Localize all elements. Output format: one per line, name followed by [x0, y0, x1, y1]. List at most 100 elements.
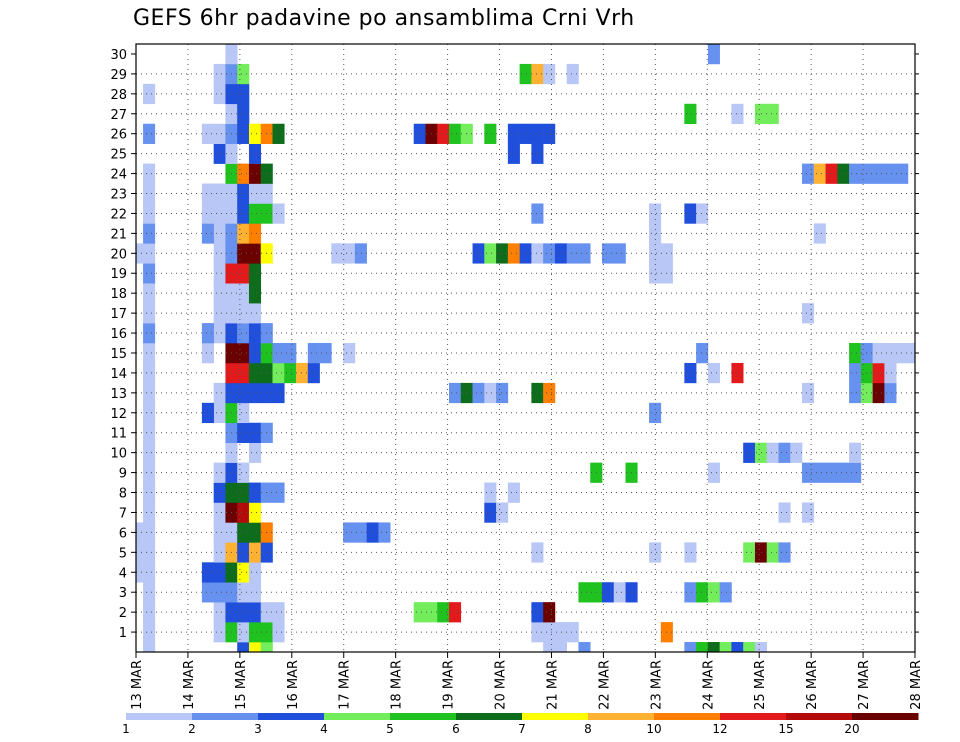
colorbar-label: 2: [188, 722, 196, 736]
heatmap-cell: [554, 243, 567, 264]
heatmap-cell: [849, 163, 862, 184]
heatmap-cell: [754, 442, 768, 463]
colorbar-segment: [852, 713, 919, 720]
heatmap-cell: [237, 203, 250, 224]
heatmap-cell: [684, 582, 697, 603]
x-tick-label: 18 MAR: [390, 660, 405, 710]
heatmap-cell: [896, 343, 909, 364]
x-tick-label: 28 MAR: [909, 660, 924, 710]
heatmap-cell: [872, 382, 885, 404]
heatmap-cell: [237, 283, 250, 304]
colorbar-label: 1: [122, 722, 130, 736]
heatmap-cell: [143, 283, 156, 304]
colorbar-segment: [390, 713, 457, 720]
heatmap-cell: [248, 642, 262, 653]
heatmap-cell: [248, 343, 262, 364]
heatmap-cell: [237, 183, 250, 204]
heatmap-cell: [531, 382, 544, 404]
heatmap-cell: [531, 123, 544, 144]
heatmap-cell: [136, 542, 144, 563]
heatmap-cell: [213, 622, 226, 643]
heatmap-cell: [237, 502, 250, 523]
heatmap-cell: [684, 103, 697, 125]
heatmap-cell: [354, 522, 367, 543]
heatmap-cell: [143, 602, 156, 623]
heatmap-cell: [143, 203, 156, 224]
heatmap-cell: [237, 382, 250, 404]
heatmap-cell: [143, 582, 156, 603]
colorbar-label: 5: [386, 722, 394, 736]
heatmap-cell: [136, 243, 144, 264]
heatmap-cell: [213, 203, 226, 224]
x-tick-label: 22 MAR: [597, 660, 612, 710]
heatmap-cell: [272, 123, 285, 144]
heatmap-cell: [884, 343, 897, 364]
heatmap-cell: [272, 622, 285, 643]
heatmap-cell: [331, 243, 344, 264]
heatmap-cell: [531, 622, 544, 643]
heatmap-cell: [213, 183, 226, 204]
heatmap-cell: [484, 382, 497, 404]
heatmap-cell: [802, 382, 815, 404]
heatmap-cell: [696, 582, 709, 603]
y-tick-label: 18: [110, 287, 127, 302]
heatmap-cell: [237, 123, 250, 144]
heatmap-cell: [849, 462, 862, 483]
y-tick-label: 4: [119, 566, 127, 581]
heatmap-cell: [731, 362, 744, 384]
heatmap-cell: [248, 622, 262, 643]
x-tick-label: 15 MAR: [234, 660, 249, 710]
heatmap-cell: [237, 402, 250, 424]
heatmap-cell: [143, 163, 156, 184]
heatmap-cell: [213, 63, 226, 85]
heatmap-cell: [437, 602, 450, 623]
heatmap-cell: [248, 362, 262, 384]
heatmap-cell: [343, 243, 356, 264]
heatmap-cell: [136, 562, 144, 583]
heatmap-cell: [496, 502, 509, 523]
heatmap-cell: [707, 582, 720, 603]
heatmap-cell: [237, 323, 250, 344]
heatmap-cell: [284, 343, 297, 364]
heatmap-cell: [237, 562, 250, 583]
heatmap-cell: [213, 303, 226, 324]
heatmap-cell: [272, 482, 285, 503]
heatmap-cell: [248, 123, 262, 144]
heatmap-cell: [543, 382, 556, 404]
heatmap-cell: [143, 402, 156, 424]
colorbar-label: 8: [584, 722, 592, 736]
heatmap-cell: [213, 502, 226, 523]
heatmap-cell: [437, 123, 450, 144]
heatmap-cell: [143, 522, 156, 543]
heatmap-cell: [237, 522, 250, 543]
heatmap-cell: [649, 203, 662, 224]
heatmap-cell: [248, 203, 262, 224]
y-tick-label: 22: [110, 207, 127, 222]
colorbar-label: 4: [320, 722, 328, 736]
heatmap-cell: [307, 343, 320, 364]
heatmap-cell: [649, 402, 662, 424]
heatmap-cell: [248, 303, 262, 324]
heatmap-cell: [143, 223, 156, 244]
heatmap-cell: [496, 382, 509, 404]
heatmap-cell: [237, 482, 250, 503]
y-tick-label: 7: [119, 506, 127, 521]
heatmap-cell: [237, 343, 250, 364]
y-tick-label: 28: [110, 88, 127, 103]
heatmap-cell: [543, 622, 556, 643]
heatmap-cell: [531, 542, 544, 563]
heatmap-cell: [248, 482, 262, 503]
x-tick-label: 26 MAR: [805, 660, 820, 710]
heatmap-cell: [237, 582, 250, 603]
heatmap-cell: [143, 642, 156, 653]
heatmap-cell: [272, 602, 285, 623]
heatmap-cell: [143, 542, 156, 563]
x-tick-label: 27 MAR: [857, 660, 872, 710]
heatmap-cell: [213, 482, 226, 503]
heatmap-cell: [248, 183, 262, 204]
y-tick-label: 20: [110, 247, 127, 262]
x-tick-label: 16 MAR: [286, 660, 301, 710]
heatmap-cell: [248, 143, 262, 164]
heatmap-cell: [754, 103, 768, 125]
heatmap-cell: [201, 183, 214, 204]
